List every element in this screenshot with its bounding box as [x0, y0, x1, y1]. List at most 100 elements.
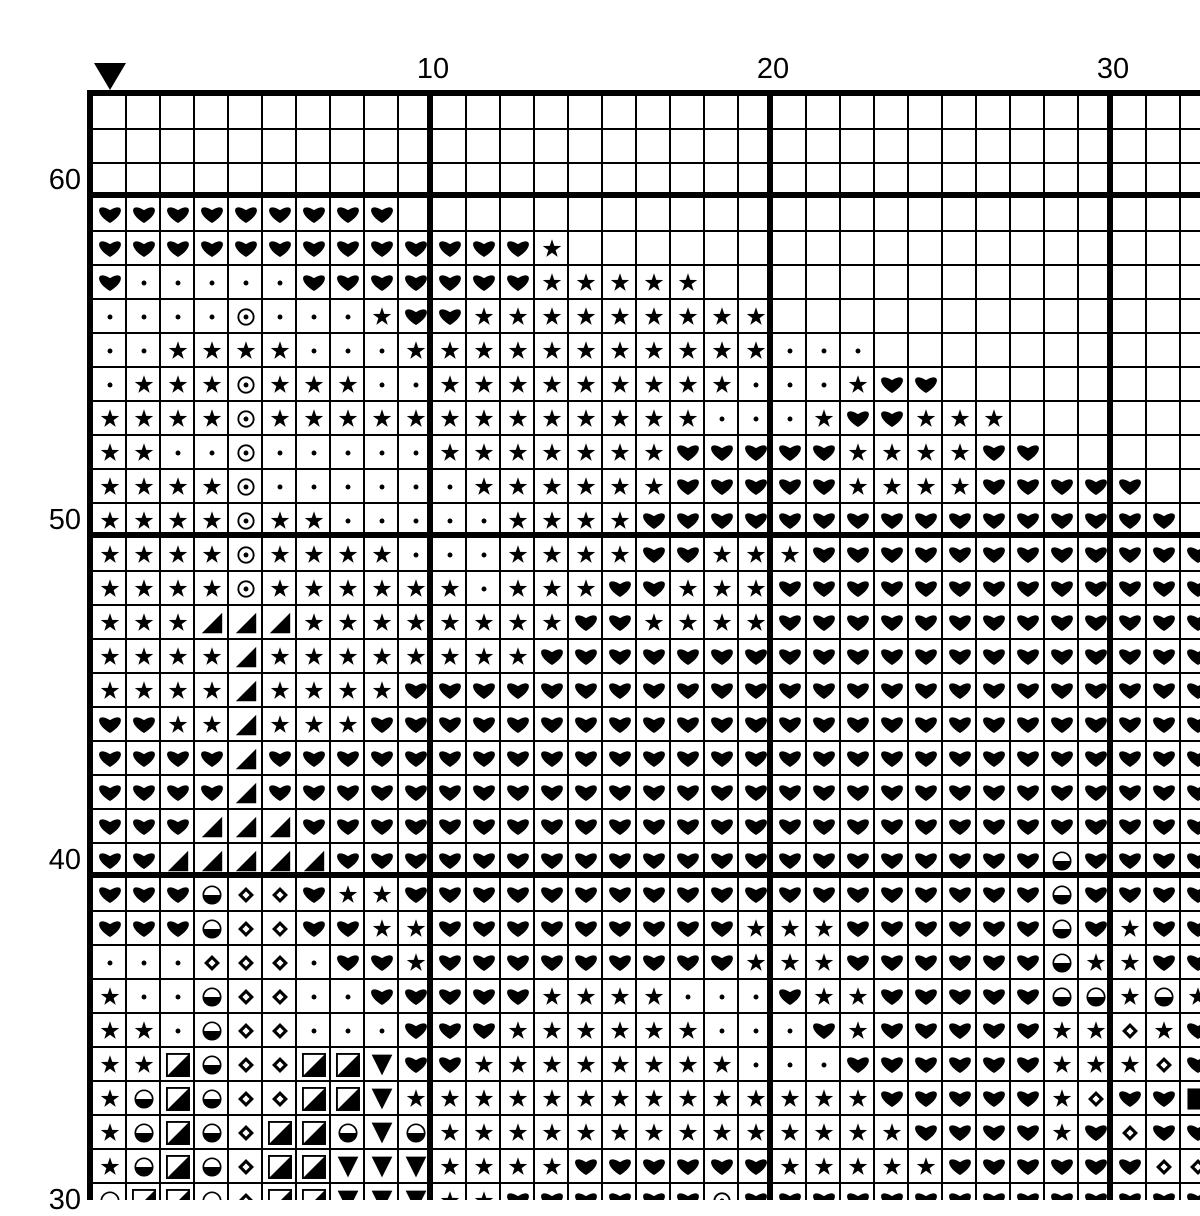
chart-cell-star-symbol[interactable]: [93, 572, 127, 606]
chart-cell-star-symbol[interactable]: [501, 572, 535, 606]
chart-cell-empty[interactable]: [773, 164, 807, 198]
chart-cell-empty[interactable]: [1079, 266, 1113, 300]
chart-cell-empty[interactable]: [467, 198, 501, 232]
chart-cell-heart-symbol[interactable]: [603, 572, 637, 606]
chart-cell-star-symbol[interactable]: [501, 1116, 535, 1150]
chart-cell-star-symbol[interactable]: [501, 504, 535, 538]
chart-cell-heart-symbol[interactable]: [263, 776, 297, 810]
chart-cell-empty[interactable]: [1045, 164, 1079, 198]
chart-cell-heart-symbol[interactable]: [569, 878, 603, 912]
chart-cell-empty[interactable]: [1147, 300, 1181, 334]
chart-cell-star-symbol[interactable]: [1113, 946, 1147, 980]
chart-cell-empty[interactable]: [1045, 96, 1079, 130]
chart-cell-heart-symbol[interactable]: [875, 980, 909, 1014]
chart-cell-heart-symbol[interactable]: [909, 844, 943, 878]
chart-cell-empty[interactable]: [535, 96, 569, 130]
chart-cell-heart-symbol[interactable]: [773, 878, 807, 912]
chart-cell-star-symbol[interactable]: [433, 334, 467, 368]
chart-cell-circled-dot-symbol[interactable]: [229, 470, 263, 504]
chart-cell-down-filled-triangle-symbol[interactable]: [331, 1184, 365, 1200]
chart-cell-empty[interactable]: [263, 96, 297, 130]
chart-cell-empty[interactable]: [909, 334, 943, 368]
chart-cell-heart-symbol[interactable]: [603, 1184, 637, 1200]
chart-cell-heart-symbol[interactable]: [161, 912, 195, 946]
chart-cell-star-symbol[interactable]: [603, 300, 637, 334]
chart-cell-heart-symbol[interactable]: [297, 232, 331, 266]
chart-cell-star-symbol[interactable]: [433, 368, 467, 402]
chart-cell-heart-symbol[interactable]: [1181, 708, 1200, 742]
chart-cell-empty[interactable]: [229, 164, 263, 198]
chart-cell-open-diamond-symbol[interactable]: [263, 1048, 297, 1082]
chart-cell-star-symbol[interactable]: [127, 538, 161, 572]
chart-cell-heart-symbol[interactable]: [841, 844, 875, 878]
chart-cell-upper-left-filled-triangle-symbol[interactable]: [229, 776, 263, 810]
chart-cell-empty[interactable]: [1181, 232, 1200, 266]
chart-cell-empty[interactable]: [229, 96, 263, 130]
chart-cell-star-symbol[interactable]: [739, 946, 773, 980]
chart-cell-star-symbol[interactable]: [467, 436, 501, 470]
chart-cell-heart-symbol[interactable]: [365, 198, 399, 232]
chart-cell-heart-symbol[interactable]: [875, 844, 909, 878]
chart-cell-star-symbol[interactable]: [467, 334, 501, 368]
chart-cell-empty[interactable]: [501, 198, 535, 232]
chart-cell-star-symbol[interactable]: [433, 1184, 467, 1200]
chart-cell-heart-symbol[interactable]: [467, 810, 501, 844]
chart-cell-star-symbol[interactable]: [195, 470, 229, 504]
chart-cell-heart-symbol[interactable]: [977, 980, 1011, 1014]
chart-cell-empty[interactable]: [569, 96, 603, 130]
chart-cell-heart-symbol[interactable]: [1045, 742, 1079, 776]
chart-cell-star-symbol[interactable]: [467, 640, 501, 674]
chart-cell-star-symbol[interactable]: [535, 1082, 569, 1116]
chart-cell-heart-symbol[interactable]: [93, 708, 127, 742]
chart-cell-empty[interactable]: [1045, 368, 1079, 402]
chart-cell-quarter-filled-circle-symbol[interactable]: [1045, 946, 1079, 980]
chart-cell-empty[interactable]: [671, 164, 705, 198]
chart-cell-heart-symbol[interactable]: [875, 368, 909, 402]
chart-cell-heart-symbol[interactable]: [1147, 912, 1181, 946]
chart-cell-star-symbol[interactable]: [569, 980, 603, 1014]
chart-cell-empty[interactable]: [705, 198, 739, 232]
chart-cell-heart-symbol[interactable]: [331, 198, 365, 232]
chart-cell-star-symbol[interactable]: [127, 436, 161, 470]
chart-cell-heart-symbol[interactable]: [977, 708, 1011, 742]
chart-cell-empty[interactable]: [161, 96, 195, 130]
chart-cell-heart-symbol[interactable]: [501, 980, 535, 1014]
chart-cell-heart-symbol[interactable]: [807, 640, 841, 674]
chart-cell-heart-symbol[interactable]: [195, 742, 229, 776]
chart-cell-quarter-filled-circle-symbol[interactable]: [127, 1150, 161, 1184]
chart-cell-heart-symbol[interactable]: [127, 232, 161, 266]
chart-cell-heart-symbol[interactable]: [773, 980, 807, 1014]
chart-cell-heart-symbol[interactable]: [1079, 912, 1113, 946]
chart-cell-star-symbol[interactable]: [399, 402, 433, 436]
chart-cell-empty[interactable]: [1181, 368, 1200, 402]
chart-cell-dot-symbol[interactable]: [773, 334, 807, 368]
chart-cell-heart-symbol[interactable]: [1181, 1048, 1200, 1082]
chart-cell-star-symbol[interactable]: [671, 266, 705, 300]
chart-cell-heart-symbol[interactable]: [127, 742, 161, 776]
chart-cell-heart-symbol[interactable]: [1079, 470, 1113, 504]
chart-cell-heart-symbol[interactable]: [739, 1150, 773, 1184]
chart-cell-down-filled-triangle-symbol[interactable]: [399, 1150, 433, 1184]
chart-cell-dot-symbol[interactable]: [297, 1014, 331, 1048]
chart-cell-star-symbol[interactable]: [875, 470, 909, 504]
chart-cell-star-symbol[interactable]: [229, 334, 263, 368]
chart-cell-heart-symbol[interactable]: [331, 742, 365, 776]
chart-cell-empty[interactable]: [399, 130, 433, 164]
chart-cell-star-symbol[interactable]: [501, 300, 535, 334]
chart-cell-heart-symbol[interactable]: [739, 742, 773, 776]
chart-cell-star-symbol[interactable]: [705, 334, 739, 368]
chart-cell-heart-symbol[interactable]: [1113, 538, 1147, 572]
chart-cell-star-symbol[interactable]: [263, 640, 297, 674]
chart-cell-empty[interactable]: [909, 232, 943, 266]
chart-cell-heart-symbol[interactable]: [433, 232, 467, 266]
chart-cell-star-symbol[interactable]: [93, 1116, 127, 1150]
chart-cell-heart-symbol[interactable]: [943, 538, 977, 572]
chart-cell-empty[interactable]: [1147, 266, 1181, 300]
chart-cell-heart-symbol[interactable]: [977, 946, 1011, 980]
chart-cell-heart-symbol[interactable]: [467, 946, 501, 980]
chart-cell-down-filled-triangle-symbol[interactable]: [365, 1082, 399, 1116]
chart-cell-star-symbol[interactable]: [161, 708, 195, 742]
chart-cell-heart-symbol[interactable]: [399, 776, 433, 810]
chart-cell-dot-symbol[interactable]: [331, 470, 365, 504]
chart-cell-heart-symbol[interactable]: [501, 1184, 535, 1200]
